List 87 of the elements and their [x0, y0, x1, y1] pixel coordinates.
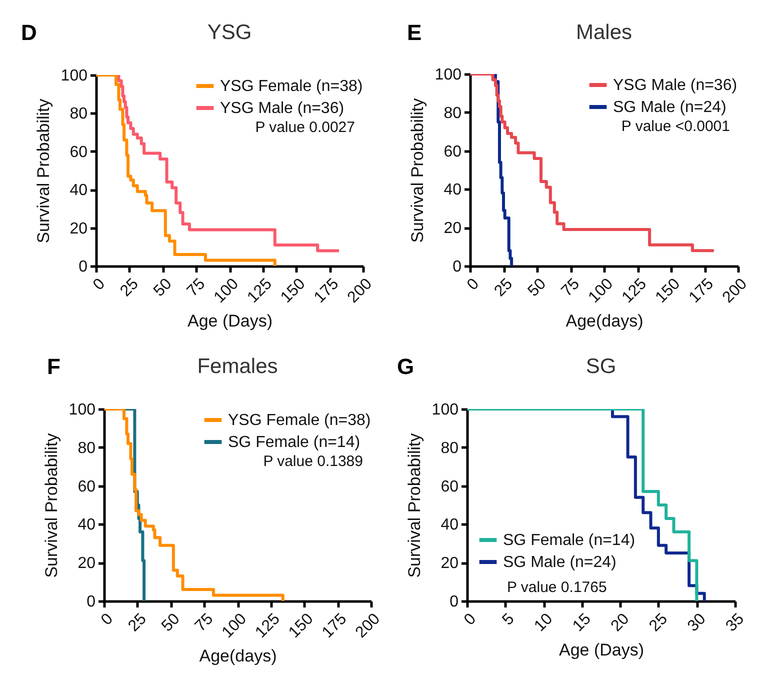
x-tick-label: 175 [319, 610, 350, 642]
y-tick-label: 80 [78, 440, 96, 457]
x-tick-label: 0 [461, 610, 480, 629]
y-tick-label: 60 [440, 478, 459, 496]
y-tick-label: 40 [70, 182, 88, 200]
y-tick-label: 100 [434, 66, 462, 84]
x-tick-label: 75 [558, 275, 584, 300]
chart-title: YSG [207, 21, 252, 44]
y-tick-label: 100 [432, 402, 459, 418]
legend-label: YSG Female (n=38) [228, 412, 371, 429]
y-tick-label: 80 [444, 104, 462, 122]
x-tick-label: 100 [211, 275, 242, 306]
x-tick-label: 25 [117, 275, 142, 300]
legend-label: YSG Female (n=38) [220, 78, 363, 95]
y-tick-label: 100 [68, 402, 96, 418]
text: D [21, 20, 37, 45]
annotation: P value 0.1389 [263, 453, 363, 470]
y-tick-label: 0 [78, 258, 88, 276]
y-axis-title: Survival Probability [408, 98, 427, 243]
y-axis-title: Survival Probability [34, 98, 53, 244]
x-tick-label: 25 [491, 275, 516, 300]
x-tick-label: 50 [150, 275, 176, 300]
x-tick-label: 0 [90, 275, 109, 294]
x-tick-label: 125 [619, 275, 650, 306]
x-tick-label: 175 [311, 275, 342, 306]
y-tick-label: 20 [70, 220, 88, 238]
legend-label: SG Male (n=24) [503, 554, 616, 571]
x-tick-label: 100 [586, 275, 617, 306]
y-tick-label: 0 [86, 594, 96, 610]
text: E [407, 20, 422, 45]
y-tick-label: 40 [444, 182, 462, 199]
legend-label: YSG Male (n=36) [613, 77, 738, 94]
y-tick-label: 80 [70, 106, 88, 123]
x-tick-label: 125 [252, 610, 284, 642]
x-tick-label: 0 [464, 275, 483, 294]
y-tick-label: 20 [78, 555, 96, 572]
y-tick-label: 60 [70, 144, 88, 161]
x-tick-label: 15 [570, 610, 594, 636]
x-tick-label: 25 [646, 610, 672, 636]
x-tick-label: 100 [219, 610, 250, 642]
chart-title: Males [576, 21, 632, 44]
x-tick-label: 20 [608, 610, 633, 636]
y-axis-title: Survival Probability [404, 432, 424, 578]
x-axis-title: Age (Days) [558, 640, 644, 660]
x-tick-label: 0 [98, 610, 117, 629]
y-tick-label: 60 [78, 478, 96, 496]
y-tick-label: 40 [78, 516, 96, 534]
x-tick-label: 150 [286, 610, 317, 642]
legend-label: YSG Male (n=36) [220, 100, 344, 117]
annotation: P value 0.1765 [507, 579, 607, 596]
y-tick-label: 40 [440, 516, 459, 534]
x-tick-label: 75 [192, 610, 217, 636]
legend-label: SG Female (n=14) [228, 434, 360, 451]
x-axis-title: Age(days) [566, 312, 644, 331]
x-tick-label: 50 [524, 275, 550, 300]
x-tick-label: 30 [684, 610, 710, 636]
x-tick-label: 200 [344, 275, 376, 306]
x-tick-label: 150 [652, 275, 684, 306]
y-axis-title: Survival Probability [42, 432, 61, 578]
legend-label: SG Male (n=24) [613, 99, 726, 116]
y-tick-label: 80 [440, 440, 459, 457]
x-tick-label: 10 [531, 610, 556, 636]
chart-title: Females [197, 355, 278, 378]
y-tick-label: 0 [450, 594, 459, 610]
y-tick-label: 60 [444, 143, 462, 160]
y-tick-label: 100 [60, 68, 88, 84]
x-tick-label: 75 [184, 275, 209, 300]
x-axis-title: Age (Days) [187, 312, 273, 331]
x-tick-label: 200 [352, 610, 384, 642]
x-tick-label: 35 [722, 610, 748, 636]
text: F [47, 354, 60, 379]
text: G [397, 354, 414, 379]
y-tick-label: 0 [452, 258, 462, 276]
annotation: P value <0.0001 [621, 118, 730, 135]
x-tick-label: 125 [244, 275, 276, 306]
x-tick-label: 25 [125, 610, 150, 636]
x-tick-label: 200 [720, 275, 751, 306]
annotation: P value 0.0027 [255, 119, 355, 136]
y-tick-label: 20 [444, 220, 462, 238]
x-axis-title: Age(days) [199, 646, 277, 666]
legend-label: SG Female (n=14) [503, 532, 636, 549]
x-tick-label: 150 [278, 275, 309, 306]
chart-title: SG [586, 355, 616, 378]
x-tick-label: 5 [499, 610, 518, 629]
x-tick-label: 175 [686, 275, 718, 306]
x-tick-label: 50 [158, 610, 184, 636]
y-tick-label: 20 [440, 555, 459, 572]
